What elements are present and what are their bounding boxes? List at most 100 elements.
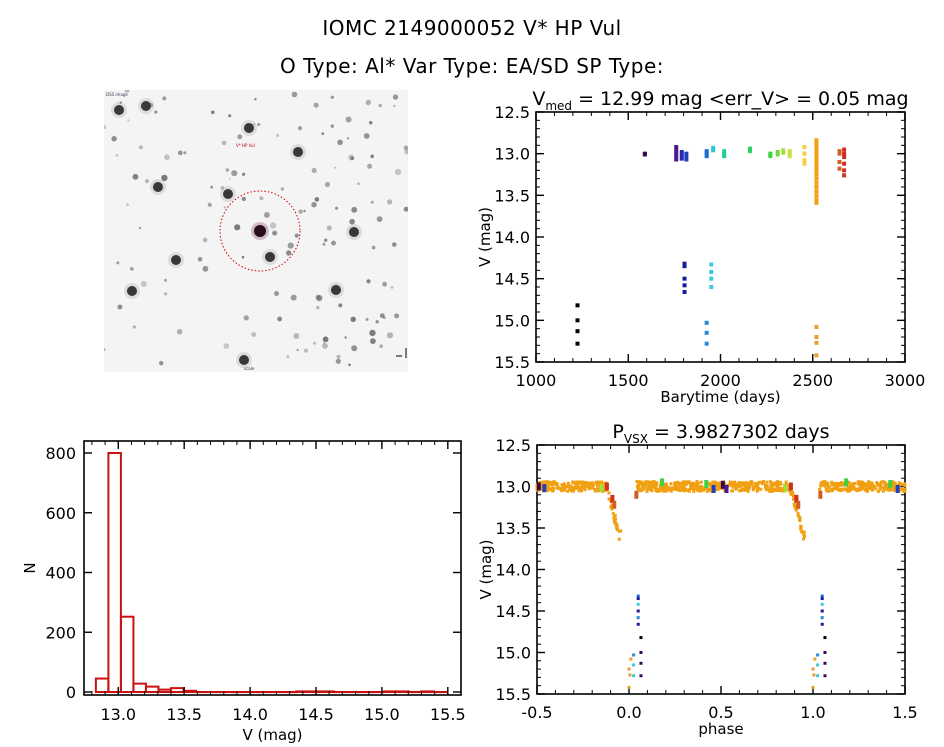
faint-star xyxy=(315,294,320,300)
phase-point xyxy=(870,481,874,485)
phase-point xyxy=(865,486,869,490)
faint-star xyxy=(314,197,320,202)
phase-point xyxy=(892,487,896,491)
phase-point-faint xyxy=(636,594,640,598)
phase-point xyxy=(900,483,904,487)
phase-point xyxy=(657,487,661,491)
faint-star xyxy=(367,163,373,169)
star-halo xyxy=(290,144,306,160)
data-point xyxy=(802,158,807,163)
bright-star xyxy=(114,105,124,115)
y-tick-label: 0 xyxy=(66,683,76,702)
phase-point xyxy=(694,487,698,491)
data-point xyxy=(814,145,819,149)
phase-point-faint xyxy=(816,674,820,678)
x-tick-label: 0.0 xyxy=(616,703,641,722)
faint-star xyxy=(141,103,144,106)
phase-point xyxy=(839,481,843,485)
phase-point xyxy=(885,488,889,492)
faint-star xyxy=(144,179,150,184)
data-point xyxy=(575,318,580,323)
faint-star xyxy=(336,354,341,359)
faint-star xyxy=(202,265,209,272)
x-tick-label: 2000 xyxy=(700,371,741,390)
x-tick-label: 3000 xyxy=(885,371,926,390)
x-tick-label: 15.0 xyxy=(364,705,400,724)
phase-point xyxy=(571,489,575,493)
histogram-bar xyxy=(107,452,122,693)
phase-point xyxy=(870,484,874,488)
phase-point xyxy=(879,483,883,487)
star-halo xyxy=(150,179,166,195)
star-halo xyxy=(111,102,127,118)
x-axis-label: phase xyxy=(698,720,743,738)
phase-point xyxy=(761,481,765,485)
phase-point xyxy=(551,489,555,493)
phase-point xyxy=(759,487,763,491)
phase-point xyxy=(647,485,651,489)
faint-star xyxy=(366,279,371,284)
phase-point-accent xyxy=(604,482,609,491)
phase-point xyxy=(578,486,582,490)
data-point xyxy=(837,149,842,154)
object-type-line: O Type: Al* Var Type: EA/SD SP Type: xyxy=(279,54,665,78)
target-star xyxy=(254,225,266,237)
data-point xyxy=(781,150,786,155)
phase-point xyxy=(684,480,688,484)
phase-point xyxy=(827,489,831,493)
phase-point xyxy=(776,484,780,488)
faint-star xyxy=(280,187,285,191)
x-axis-label: Barytime (days) xyxy=(660,388,780,406)
phase-point xyxy=(579,489,583,493)
faint-star xyxy=(129,267,134,271)
phase-point xyxy=(786,487,790,491)
faint-star xyxy=(345,116,352,123)
faint-star xyxy=(277,316,282,322)
phase-point xyxy=(554,483,558,487)
phase-point xyxy=(613,514,617,518)
y-tick-label: 600 xyxy=(45,504,76,523)
phase-point xyxy=(541,480,545,484)
phase-point xyxy=(560,483,564,487)
x-tick-label: 1.0 xyxy=(800,703,825,722)
bright-star xyxy=(153,182,163,192)
y-tick-label: 15.5 xyxy=(494,353,530,372)
faint-star xyxy=(335,206,338,210)
phase-point-accent xyxy=(794,494,799,503)
phase-point-faint xyxy=(816,653,820,657)
phase-point xyxy=(638,489,642,493)
data-point xyxy=(837,160,842,164)
phase-point xyxy=(739,488,743,492)
phase-point-faint xyxy=(636,597,640,601)
faint-star xyxy=(257,123,261,126)
phase-point xyxy=(833,481,837,485)
phase-point xyxy=(551,486,555,490)
phase-point xyxy=(593,488,597,492)
data-point xyxy=(814,148,819,153)
phase-point-faint xyxy=(632,653,636,657)
faint-star xyxy=(276,134,280,137)
faint-star xyxy=(326,225,332,231)
phase-point xyxy=(585,482,589,486)
sky-label-bottom-center: scale xyxy=(244,366,255,371)
phase-point xyxy=(869,486,873,490)
phase-point xyxy=(730,489,734,493)
phase-point xyxy=(607,491,611,495)
faint-star xyxy=(311,202,317,208)
phase-point-faint xyxy=(636,616,640,620)
phase-point xyxy=(654,484,658,488)
faint-star xyxy=(344,336,347,339)
phase-point xyxy=(582,486,586,490)
faint-star xyxy=(390,286,394,289)
faint-star xyxy=(338,303,343,308)
histogram-bar xyxy=(382,690,398,694)
faint-star xyxy=(104,348,106,352)
phase-point xyxy=(547,481,551,485)
faint-star xyxy=(164,154,170,160)
faint-star xyxy=(111,136,117,142)
phase-point xyxy=(706,488,710,492)
faint-star xyxy=(298,209,303,214)
phase-point xyxy=(571,481,575,485)
faint-star xyxy=(392,94,399,100)
data-point xyxy=(781,148,786,153)
